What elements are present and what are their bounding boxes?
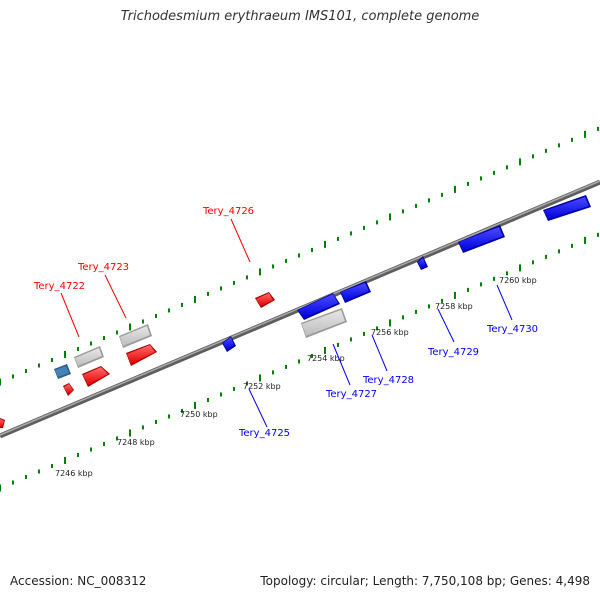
gene-label-reverse[interactable]: Tery_4725 xyxy=(238,428,290,439)
gene-block[interactable] xyxy=(417,256,428,270)
gene-block[interactable] xyxy=(119,324,152,348)
scale-label: 7246 kbp xyxy=(55,469,93,478)
scale-label: 7250 kbp xyxy=(180,410,218,419)
genome-summary-text: Topology: circular; Length: 7,750,108 bp… xyxy=(260,574,590,588)
gene-label-forward[interactable]: Tery_4726 xyxy=(202,206,254,217)
reverse-tick-track xyxy=(0,232,599,492)
forward-gene-labels: Tery_4722 Tery_4723 Tery_4726 xyxy=(33,206,254,338)
map-title: Trichodesmium erythraeum IMS101, complet… xyxy=(120,9,480,24)
scale-labels: 7246 kbp 7248 kbp 7250 kbp 7252 kbp 7254… xyxy=(55,276,537,478)
gene-block[interactable] xyxy=(255,292,275,308)
gene-label-reverse[interactable]: Tery_4728 xyxy=(362,375,414,386)
gene-block[interactable] xyxy=(74,346,104,368)
gene-label-forward[interactable]: Tery_4723 xyxy=(77,262,129,273)
gene-label-forward[interactable]: Tery_4722 xyxy=(33,281,85,292)
scale-label: 7260 kbp xyxy=(499,276,537,285)
scale-label: 7254 kbp xyxy=(307,354,345,363)
genome-backbone xyxy=(0,179,600,439)
accession-text: Accession: NC_008312 xyxy=(10,574,147,588)
reverse-gene-labels: Tery_4725 Tery_4727 Tery_4728 Tery_4729 … xyxy=(238,284,538,439)
gene-block[interactable] xyxy=(222,336,236,352)
gene-block[interactable] xyxy=(543,195,591,221)
gene-block[interactable] xyxy=(54,364,71,379)
scale-label: 7248 kbp xyxy=(117,438,155,447)
gene-block[interactable] xyxy=(340,281,371,303)
gene-block[interactable] xyxy=(301,308,347,338)
scale-label: 7258 kbp xyxy=(435,302,473,311)
gene-block[interactable] xyxy=(82,366,110,387)
gene-label-reverse[interactable]: Tery_4730 xyxy=(486,324,538,335)
gene-label-reverse[interactable]: Tery_4727 xyxy=(325,389,377,400)
gene-block[interactable] xyxy=(458,225,505,253)
forward-genes xyxy=(0,292,275,428)
gene-block[interactable] xyxy=(297,293,340,320)
gene-block[interactable] xyxy=(63,383,74,396)
scale-label: 7256 kbp xyxy=(371,328,409,337)
gene-label-reverse[interactable]: Tery_4729 xyxy=(427,347,479,358)
forward-tick-track xyxy=(0,126,599,386)
reverse-genes xyxy=(222,195,591,352)
gene-block[interactable] xyxy=(0,418,5,428)
gene-block[interactable] xyxy=(126,344,157,366)
scale-label: 7252 kbp xyxy=(243,382,281,391)
